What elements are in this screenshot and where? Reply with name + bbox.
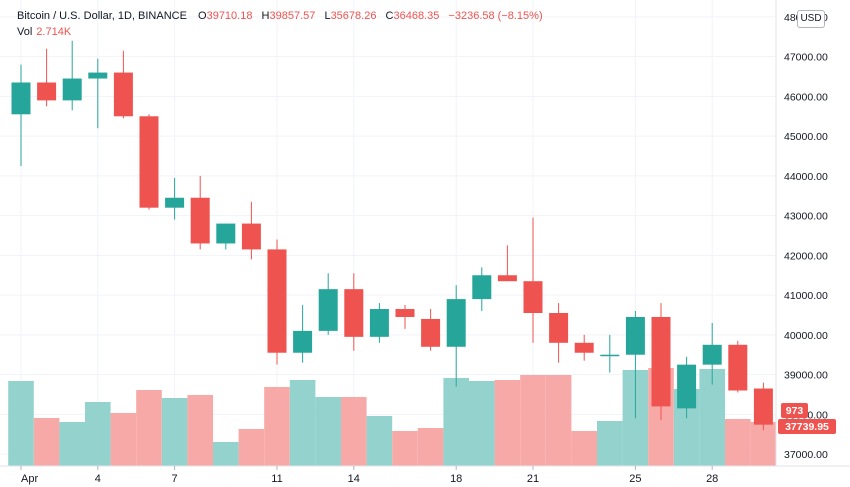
volume-bar xyxy=(699,369,725,466)
candle-body xyxy=(523,281,543,313)
candle-body xyxy=(37,82,57,101)
volume-value: 2.714K xyxy=(36,26,72,38)
volume-bar xyxy=(238,429,265,466)
volume-bar xyxy=(136,390,162,466)
candle-body xyxy=(88,72,108,79)
change-value: −3236.58 (−8.15%) xyxy=(448,10,543,22)
volume-bar xyxy=(213,442,239,466)
high-label: H xyxy=(261,10,270,22)
open-value: 39710.18 xyxy=(206,10,253,22)
price-tick-label: 47000.00 xyxy=(784,52,828,64)
price-tick-label: 43000.00 xyxy=(784,211,828,223)
price-tick-label: 45000.00 xyxy=(784,131,828,143)
price-tick-label: 46000.00 xyxy=(784,91,828,103)
volume-bar xyxy=(289,380,316,466)
currency-button[interactable]: USD xyxy=(797,10,825,28)
volume-bar xyxy=(469,381,495,466)
candle-body xyxy=(728,344,748,391)
volume-bar xyxy=(443,378,469,466)
volume-badge-text: 973 xyxy=(786,405,804,417)
volume-bar xyxy=(187,395,213,466)
candle-body xyxy=(216,223,236,244)
close-value: 36468.35 xyxy=(393,10,440,22)
candle-body xyxy=(472,275,492,300)
price-tick-label: 40000.00 xyxy=(784,330,828,342)
symbol-title[interactable]: Bitcoin / U.S. Dollar, 1D, BINANCE xyxy=(17,10,187,22)
time-tick-label: 11 xyxy=(271,473,282,485)
price-tick-label: 39000.00 xyxy=(784,370,828,382)
candle-body xyxy=(395,309,415,317)
time-tick-label: 25 xyxy=(629,473,641,485)
candles xyxy=(11,40,773,431)
volume-badge-bg xyxy=(781,403,808,418)
candle-body xyxy=(293,330,313,353)
candle-body xyxy=(165,197,185,208)
low-label: L xyxy=(324,10,331,22)
volume-bar xyxy=(8,381,34,466)
volume-bar xyxy=(33,418,60,466)
candle-body xyxy=(600,354,620,357)
candle-body xyxy=(190,197,210,244)
ohlc-legend: Bitcoin / U.S. Dollar, 1D, BINANCE O3971… xyxy=(17,9,543,24)
candle-body xyxy=(574,342,594,353)
high-value: 39857.57 xyxy=(269,10,316,22)
time-tick-label: 4 xyxy=(95,473,101,485)
volume-bar xyxy=(545,375,572,466)
volume-bar xyxy=(417,428,444,466)
candle-body xyxy=(267,249,287,353)
close-label: C xyxy=(385,10,394,22)
time-tick-label: 21 xyxy=(527,473,539,485)
candle-body xyxy=(62,78,82,101)
candle-body xyxy=(113,72,133,117)
candle-body xyxy=(702,344,722,365)
open-label: O xyxy=(198,10,207,22)
time-tick-label: 28 xyxy=(706,473,718,485)
candle-body xyxy=(651,316,671,407)
candle-body xyxy=(11,82,31,115)
candle-body xyxy=(344,289,364,337)
candle-body xyxy=(677,364,697,409)
time-tick-label: Apr xyxy=(21,473,38,485)
price-badge-bg xyxy=(778,419,836,434)
candle-body xyxy=(625,316,645,355)
price-tick-label: 42000.00 xyxy=(784,250,828,262)
candle-body xyxy=(421,318,441,347)
volume-bar xyxy=(264,387,290,466)
volume-bar xyxy=(59,422,85,466)
price-badge-text: 37739.95 xyxy=(785,421,829,433)
volume-bar xyxy=(725,419,751,466)
price-tick-label: 44000.00 xyxy=(784,171,828,183)
volume-bar xyxy=(341,397,367,466)
volume-bar xyxy=(392,431,418,466)
low-value: 35678.26 xyxy=(330,10,377,22)
candle-body xyxy=(369,309,389,337)
time-tick-label: 14 xyxy=(348,473,360,485)
volume-bar xyxy=(571,431,597,466)
volume-badge: 973 xyxy=(781,403,808,418)
candle-body xyxy=(549,313,569,343)
candle-body xyxy=(446,299,466,347)
time-axis[interactable]: Apr 4 7 11 14 18 21 25 28 xyxy=(20,466,718,485)
candle-body xyxy=(497,275,517,282)
volume-bar xyxy=(161,398,188,466)
volume-bar xyxy=(494,380,521,466)
volume-bar xyxy=(520,375,546,466)
time-tick-label: 18 xyxy=(450,473,462,485)
price-badge: 37739.95 xyxy=(778,419,836,434)
volume-bar xyxy=(85,402,111,466)
price-tick-label: 37000.00 xyxy=(784,449,828,461)
volume-bar xyxy=(110,413,137,466)
volume-label: Vol xyxy=(17,26,33,38)
candle-body xyxy=(241,223,261,250)
volume-bar xyxy=(315,397,341,466)
volume-legend: Vol 2.714K xyxy=(17,25,71,40)
candle-body xyxy=(318,289,338,331)
candle-body xyxy=(753,388,773,425)
candle-body xyxy=(139,116,159,208)
time-tick-label: 7 xyxy=(172,473,178,485)
price-tick-label: 41000.00 xyxy=(784,290,828,302)
volume-bar xyxy=(366,416,393,466)
volume-bar xyxy=(597,421,623,466)
